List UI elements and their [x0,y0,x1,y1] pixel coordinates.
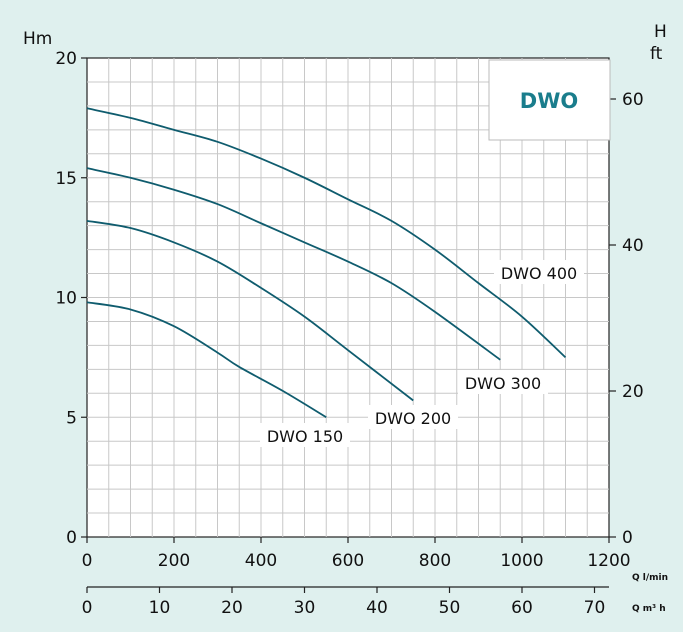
curve-dwo-300 [86,167,501,361]
x2-tick-label: 30 [294,598,316,618]
series-label-bg [368,405,458,429]
y-right-tick-label: 20 [622,382,644,402]
y-right-tick-label: 60 [622,90,644,110]
x-tick-label: 200 [158,551,190,571]
y-tick-label: 0 [66,528,77,548]
badge-box [488,59,611,141]
badge: DWO [488,59,611,141]
y-right-tick-label: 40 [622,236,644,256]
series-label: DWO 300 [465,374,541,393]
x-tick-label: 400 [245,551,277,571]
y-right-unit-bottom: ft [650,44,663,64]
x2-tick-label: 60 [511,598,533,618]
x2-tick-label: 10 [149,598,171,618]
curves: DWO 150 DWO 200 DWO 300 DWO 400 [86,107,584,447]
y-tick-label: 10 [55,289,77,309]
y-left-unit: Hm [23,29,52,49]
x-tick-label: 1000 [500,551,543,571]
x2-tick-label: 20 [221,598,243,618]
series-label-bg [458,370,548,394]
x-tick-label: 600 [332,551,364,571]
x2-tick-label: 0 [82,598,93,618]
x-tick-label: 0 [82,551,93,571]
x-tick-label: 1200 [587,551,630,571]
x2-tick-label: 70 [584,598,606,618]
series-label: DWO 200 [375,409,451,428]
y-tick-label: 5 [66,408,77,428]
x-unit-flow: Q l/min [632,573,668,583]
x2-tick-label: 40 [366,598,388,618]
badge-text: DWO [520,89,578,113]
x2-tick-label: 50 [439,598,461,618]
series-label: DWO 400 [501,264,577,283]
series-label: DWO 150 [267,427,343,446]
grid [87,58,609,537]
y-tick-label: 20 [55,49,77,69]
curve-dwo-400 [86,107,567,359]
x-unit-volume: Q m³ h [632,604,666,614]
y-tick-label: 15 [55,169,77,189]
series-label-bg [260,423,350,447]
y-right-unit-top: H [654,22,667,42]
x-tick-label: 800 [419,551,451,571]
curve-dwo-200 [86,219,414,402]
series-label-bg [494,260,584,284]
y-right-tick-label: 0 [622,528,633,548]
curve-dwo-150 [86,301,327,419]
